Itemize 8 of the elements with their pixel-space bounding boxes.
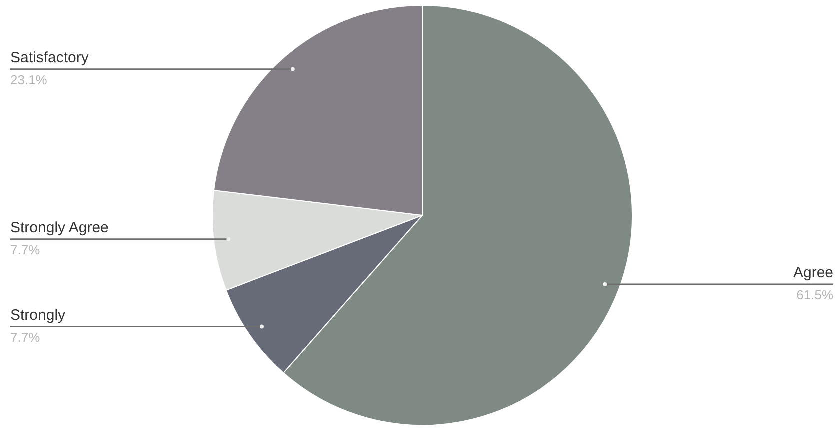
data-label: 7.7%: [10, 330, 41, 345]
slice-label: Strongly Agree: [10, 219, 109, 236]
data-label: 61.5%: [796, 288, 834, 303]
slice-label: Agree: [793, 264, 834, 282]
data-label: 7.7%: [10, 242, 41, 258]
slice-label: Satisfactory: [10, 49, 90, 66]
data-label: 23.1%: [10, 72, 48, 88]
slice-label: Strongly: [10, 306, 66, 324]
